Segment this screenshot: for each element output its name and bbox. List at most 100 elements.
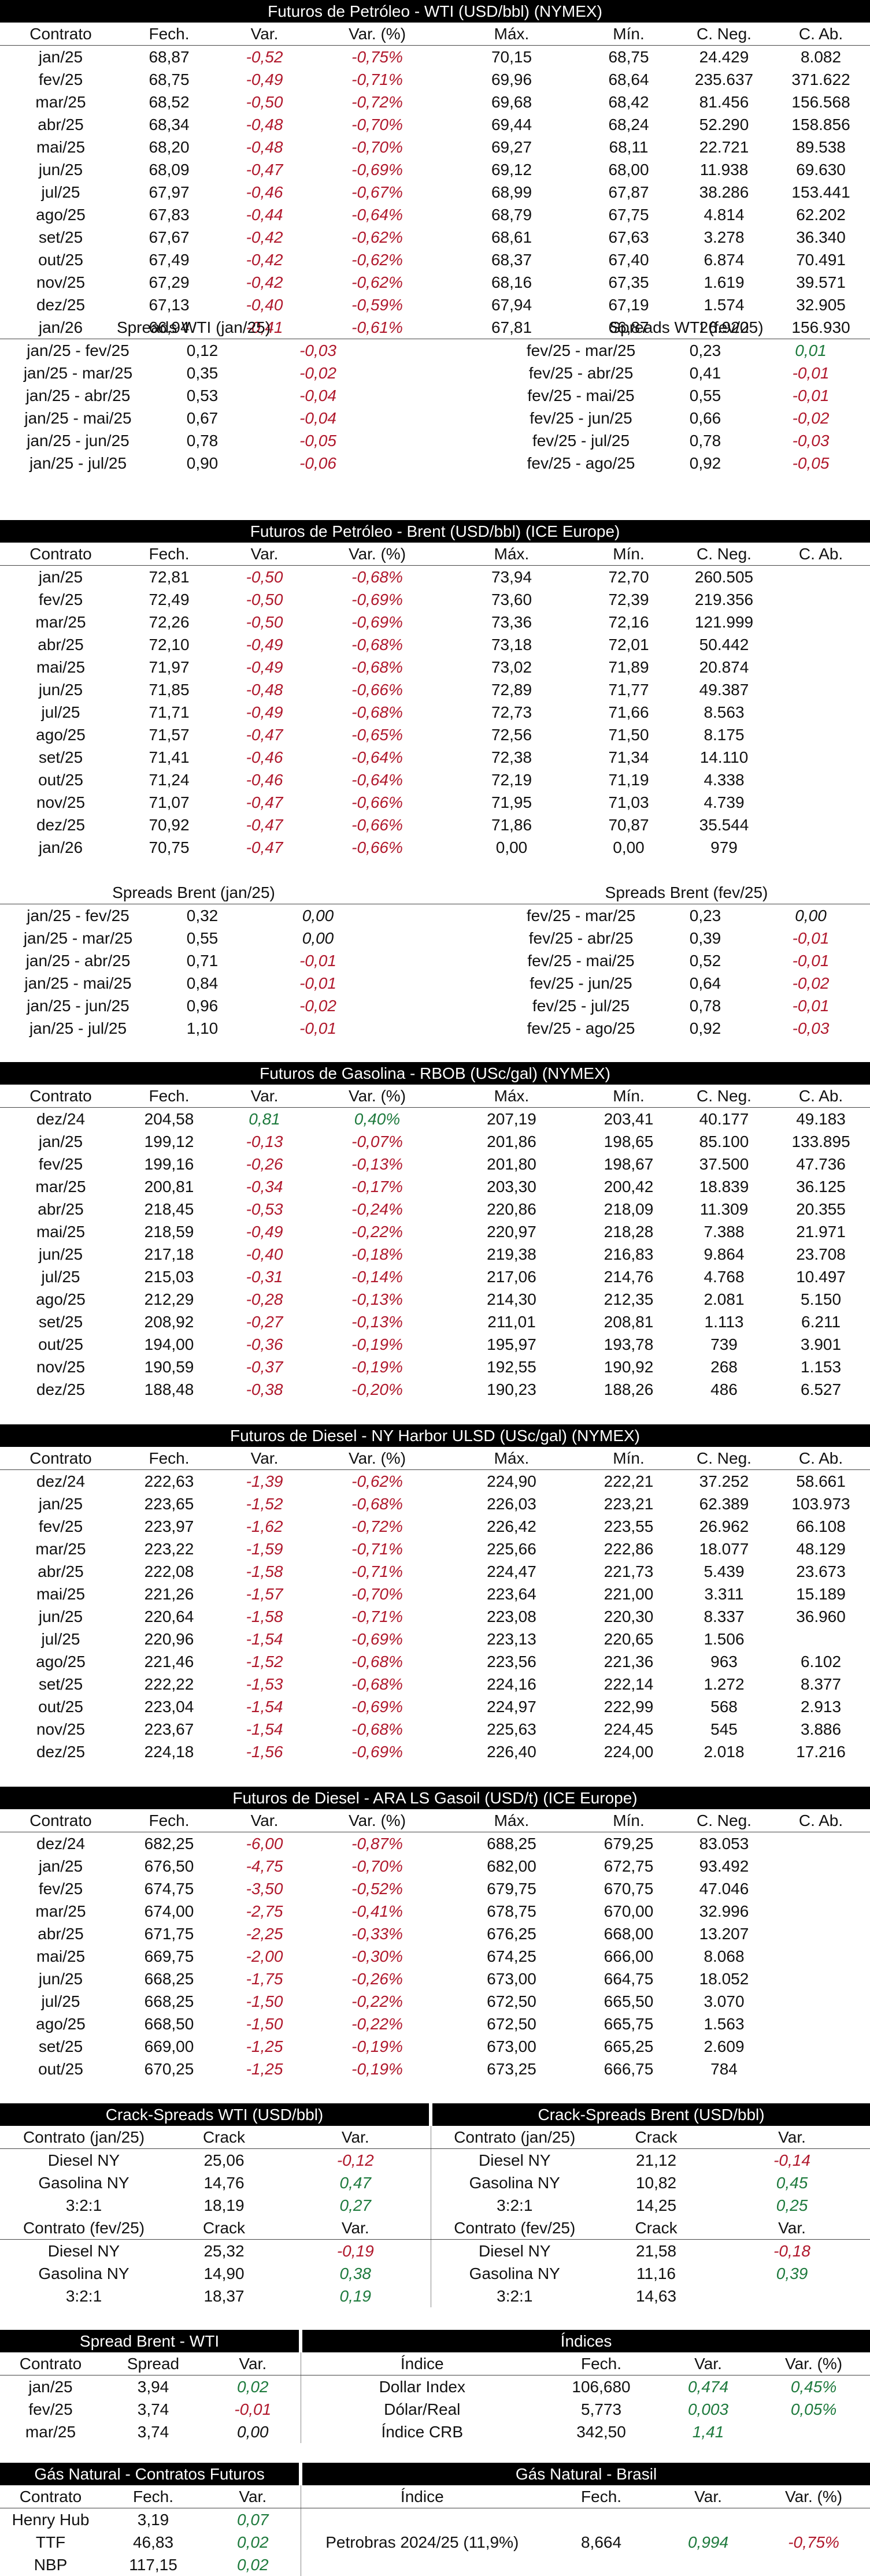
crack-cell: -0,12 bbox=[336, 2151, 374, 2169]
table-cell: 371.622 bbox=[791, 70, 850, 88]
table-cell: 58.661 bbox=[796, 1472, 846, 1490]
spacer bbox=[387, 927, 503, 949]
table-cell: 674,00 bbox=[144, 1902, 194, 1920]
ulsd-futures-table: Futuros de Diesel - NY Harbor ULSD (USc/… bbox=[0, 1424, 870, 1763]
column-header: Contrato bbox=[0, 2352, 101, 2375]
table-cell: -1,39 bbox=[246, 1472, 283, 1490]
table-cell: 207,19 bbox=[487, 1110, 536, 1128]
table-cell: -0,71% bbox=[351, 70, 403, 88]
table-cell: -0,27 bbox=[246, 1313, 283, 1331]
table-cell: 218,59 bbox=[144, 1223, 194, 1241]
spread-cell: fev/25 - mai/25 bbox=[527, 952, 635, 970]
table-cell: 0,02 bbox=[237, 2533, 269, 2551]
table-cell: 68,09 bbox=[149, 161, 190, 179]
crack-cell: 14,90 bbox=[203, 2265, 245, 2282]
spread-row: jan/25 - jul/25 0,90 -0,06 fev/25 - ago/25 0… bbox=[0, 452, 870, 474]
table-cell bbox=[772, 1855, 870, 1877]
crack-cell: 0,27 bbox=[339, 2196, 372, 2214]
table-cell: -0,19% bbox=[351, 2037, 403, 2055]
column-header: Contrato (jan/25) bbox=[0, 2126, 168, 2149]
spacer bbox=[387, 429, 503, 452]
ulsd-header-row: Contrato Fech. Var. Var. (%) Máx. Mín. C. Neg.… bbox=[0, 1447, 870, 1470]
table-cell: 0,003 bbox=[687, 2400, 729, 2418]
table-cell bbox=[300, 2553, 544, 2576]
table-cell: -0,42 bbox=[246, 251, 283, 269]
table-cell: 4.338 bbox=[704, 771, 745, 789]
table-cell: 72,19 bbox=[491, 771, 532, 789]
table-cell: ago/25 bbox=[36, 726, 86, 744]
table-cell: ago/25 bbox=[36, 1653, 86, 1671]
spread-cell: -0,02 bbox=[299, 364, 336, 382]
table-cell: ago/25 bbox=[36, 206, 86, 224]
table-cell: jul/25 bbox=[41, 183, 80, 201]
table-cell bbox=[659, 2508, 757, 2532]
table-cell: 11.309 bbox=[699, 1200, 749, 1218]
table-cell: -0,62% bbox=[351, 273, 403, 291]
table-cell: 24.429 bbox=[699, 48, 749, 66]
table-cell: 68,64 bbox=[608, 70, 649, 88]
table-cell: -0,47 bbox=[246, 161, 283, 179]
table-cell: 220,96 bbox=[144, 1630, 194, 1648]
table-cell: 71,97 bbox=[149, 658, 190, 676]
table-cell: 36.125 bbox=[796, 1178, 846, 1196]
table-cell: 73,94 bbox=[491, 568, 532, 586]
table-row: nov/25 71,07 -0,47 -0,66% 71,95 71,03 4.739 bbox=[0, 791, 870, 814]
table-cell: -0,38 bbox=[246, 1380, 283, 1398]
spread-cell: -0,01 bbox=[792, 387, 830, 404]
column-header: Var. bbox=[217, 23, 312, 46]
crack-cell: 14,63 bbox=[635, 2287, 677, 2305]
crack-cell: 3:2:1 bbox=[430, 2285, 599, 2307]
table-row: dez/24 222,63 -1,39 -0,62% 224,90 222,21 37.25… bbox=[0, 1470, 870, 1493]
table-row: ago/25 668,50 -1,50 -0,22% 672,50 665,75 1.563 bbox=[0, 2013, 870, 2035]
table-cell: 68,61 bbox=[491, 228, 532, 246]
table-cell: 47.736 bbox=[796, 1155, 846, 1173]
spacer bbox=[387, 384, 503, 407]
crack-cell: Gasolina NY bbox=[430, 2262, 599, 2285]
spacer bbox=[387, 972, 503, 994]
table-cell: 70,92 bbox=[149, 816, 190, 834]
table-cell: 3,19 bbox=[137, 2511, 169, 2529]
table-cell: -0,47 bbox=[246, 816, 283, 834]
table-cell: 32.905 bbox=[796, 296, 846, 314]
table-cell: 4.814 bbox=[704, 206, 745, 224]
table-cell: -0,31 bbox=[246, 1268, 283, 1286]
crack-cell: 0,38 bbox=[339, 2265, 372, 2282]
column-header: Contrato bbox=[0, 1447, 121, 1470]
spread-cell: 0,92 bbox=[689, 454, 721, 472]
table-row: jul/25 220,96 -1,54 -0,69% 223,13 220,65 1.506 bbox=[0, 1628, 870, 1650]
table-cell: 223,56 bbox=[487, 1653, 536, 1671]
table-cell: 673,00 bbox=[487, 2037, 536, 2055]
table-cell: 23.673 bbox=[796, 1562, 846, 1580]
table-row: out/25 71,24 -0,46 -0,64% 72,19 71,19 4.338 bbox=[0, 769, 870, 791]
table-cell: -0,75% bbox=[788, 2533, 839, 2551]
table-cell: 49.387 bbox=[699, 681, 749, 699]
table-cell: 72,01 bbox=[608, 636, 649, 654]
column-header: Fech. bbox=[121, 1809, 217, 1832]
table-cell: 70,15 bbox=[491, 48, 532, 66]
table-cell bbox=[772, 656, 870, 678]
table-cell: -0,48 bbox=[246, 681, 283, 699]
table-cell: 3.311 bbox=[704, 1585, 744, 1603]
table-cell: 69,27 bbox=[491, 138, 532, 156]
table-cell: mai/25 bbox=[36, 1585, 86, 1603]
table-cell: 222,99 bbox=[604, 1698, 654, 1716]
table-cell: -0,69% bbox=[351, 1743, 403, 1761]
column-header: Mín. bbox=[581, 1447, 676, 1470]
wti-spreads-table: Spreads WTI (jan/25) Spreads WTI (fev/25… bbox=[0, 316, 870, 474]
table-cell: -0,64% bbox=[351, 748, 403, 766]
table-cell: 215,03 bbox=[144, 1268, 194, 1286]
table-cell: 673,00 bbox=[487, 1970, 536, 1988]
table-cell: 668,25 bbox=[144, 1992, 194, 2010]
column-header: Var. bbox=[714, 2126, 870, 2149]
table-cell: -0,50 bbox=[246, 568, 283, 586]
table-row: jan/25 676,50 -4,75 -0,70% 682,00 672,75 93.49… bbox=[0, 1855, 870, 1877]
table-cell: 67,29 bbox=[149, 273, 190, 291]
table-cell: -0,19% bbox=[351, 1358, 403, 1376]
gasoil-title: Futuros de Diesel - ARA LS Gasoil (USD/t… bbox=[0, 1787, 870, 1809]
table-row: jan/25 68,87 -0,52 -0,75% 70,15 68,75 24.429 8.… bbox=[0, 46, 870, 69]
table-cell: 3.278 bbox=[704, 228, 745, 246]
column-header: Fech. bbox=[543, 2485, 660, 2508]
table-cell bbox=[772, 1968, 870, 1990]
table-cell: 217,06 bbox=[487, 1268, 536, 1286]
spread-cell: -0,02 bbox=[792, 974, 830, 992]
